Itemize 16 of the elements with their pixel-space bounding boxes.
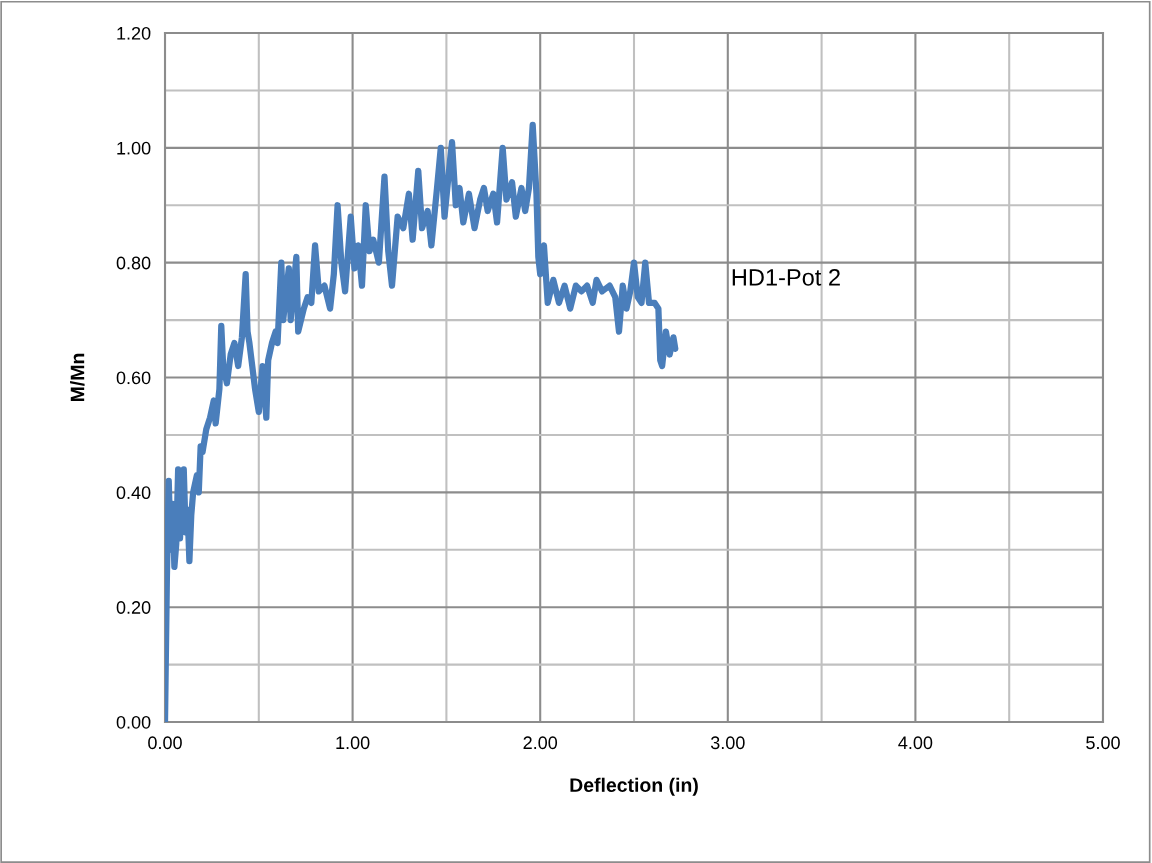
- y-axis-title: M/Mn: [70, 353, 85, 402]
- y-tick-label: 0.80: [116, 256, 151, 270]
- text: HD1-Pot 2: [732, 268, 840, 286]
- y-tick-label: 0.40: [116, 486, 151, 500]
- x-axis-title: Deflection (in): [570, 777, 698, 796]
- y-tick-label: 0.60: [116, 371, 151, 385]
- y-tick-label: 0.00: [116, 715, 151, 729]
- x-tick-label: 0.00: [148, 736, 182, 750]
- x-tick-label: 3.00: [710, 736, 745, 750]
- y-tick-label: 1.00: [117, 141, 151, 155]
- x-tick-label: 5.00: [1086, 736, 1120, 750]
- x-tick-label: 2.00: [523, 736, 558, 750]
- y-tick-label: 1.20: [117, 26, 151, 40]
- x-tick-label: 4.00: [898, 736, 933, 750]
- x-tick-label: 1.00: [336, 736, 370, 750]
- y-tick-label: 0.20: [116, 601, 151, 614]
